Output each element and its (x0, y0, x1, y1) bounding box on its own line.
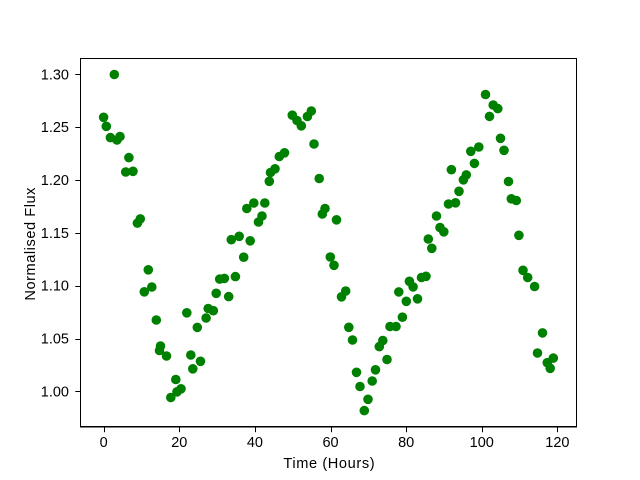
svg-text:1.00: 1.00 (41, 384, 69, 400)
svg-text:1.05: 1.05 (41, 332, 69, 348)
svg-text:1.25: 1.25 (41, 120, 69, 136)
svg-text:Time (Hours): Time (Hours) (283, 456, 375, 472)
svg-text:1.20: 1.20 (41, 173, 69, 189)
svg-text:100: 100 (470, 435, 494, 451)
svg-text:Normalised Flux: Normalised Flux (23, 187, 39, 301)
svg-text:1.10: 1.10 (41, 279, 69, 295)
svg-text:40: 40 (247, 435, 263, 451)
svg-text:60: 60 (322, 435, 338, 451)
svg-text:1.15: 1.15 (41, 226, 69, 242)
svg-text:20: 20 (171, 435, 187, 451)
svg-text:1.30: 1.30 (41, 67, 69, 83)
svg-text:120: 120 (545, 435, 569, 451)
svg-text:0: 0 (100, 435, 108, 451)
svg-text:80: 80 (398, 435, 414, 451)
